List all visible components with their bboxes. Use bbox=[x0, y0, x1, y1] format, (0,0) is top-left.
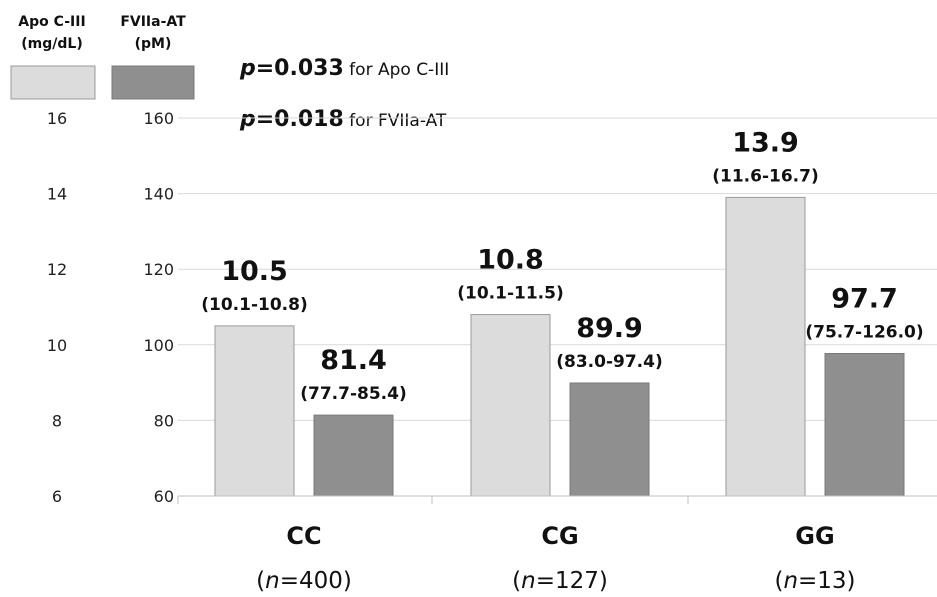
left-axis-title-line2: (mg/dL) bbox=[21, 36, 82, 52]
right-axis-tick-label: 80 bbox=[154, 411, 174, 430]
legend-swatch-apo-c-iii bbox=[10, 65, 96, 100]
n-label-value: =127) bbox=[536, 568, 608, 594]
bar-fviia-at bbox=[313, 414, 394, 497]
right-axis-tick-label: 160 bbox=[143, 109, 174, 128]
bar-ci-label: (77.7-85.4) bbox=[300, 384, 406, 404]
bar-value-label: 10.8 bbox=[477, 245, 544, 276]
category-n-label: (n=127) bbox=[512, 568, 608, 594]
n-label-open: ( bbox=[256, 568, 265, 594]
p-value-apo-value: =0.033 bbox=[256, 56, 344, 81]
left-axis-title-line1: Apo C-III bbox=[18, 14, 85, 30]
bar-ci-label: (10.1-10.8) bbox=[201, 295, 307, 315]
right-axis-title-line1: FVIIa-AT bbox=[120, 14, 186, 30]
bars bbox=[214, 196, 905, 497]
left-axis-tick-label: 16 bbox=[47, 109, 67, 128]
category-label: CC bbox=[286, 522, 321, 550]
bar-value-label: 13.9 bbox=[732, 127, 799, 158]
bar-labels: (10.1-10.8) 10.5 (77.7-85.4) 81.4 (10.1-11.5… bbox=[201, 127, 923, 404]
category-n-label: (n=13) bbox=[774, 568, 855, 594]
right-axis-tick-label: 100 bbox=[143, 336, 174, 355]
bar-ci-label: (10.1-11.5) bbox=[457, 284, 563, 304]
n-label-n: n bbox=[265, 568, 280, 594]
bar-fviia-at bbox=[569, 382, 650, 497]
x-axis: CC(n=400)CG(n=127)GG(n=13) bbox=[177, 495, 937, 594]
bar-ci-label: (11.6-16.7) bbox=[712, 166, 818, 186]
p-value-apo-text: for Apo C-III bbox=[344, 60, 449, 80]
left-axis-tick-label: 6 bbox=[52, 487, 62, 506]
right-axis-ticks: 160 140 120 100 80 60 bbox=[143, 109, 174, 506]
bar-apo-c-iii bbox=[470, 314, 551, 497]
legend-swatch-fviia-at bbox=[111, 65, 195, 100]
n-label-n: n bbox=[521, 568, 536, 594]
left-axis-tick-label: 12 bbox=[47, 260, 67, 279]
right-axis-tick-label: 120 bbox=[143, 260, 174, 279]
p-value-fviia-value: =0.018 bbox=[256, 107, 344, 132]
right-axis-tick-label: 60 bbox=[154, 487, 174, 506]
bar-fviia-at bbox=[824, 352, 905, 497]
p-value-fviia-text: for FVIIa-AT bbox=[344, 111, 447, 131]
right-axis-title-line2: (pM) bbox=[135, 36, 172, 52]
n-label-open: ( bbox=[512, 568, 521, 594]
left-axis-tick-label: 10 bbox=[47, 336, 67, 355]
p-value-annotation-fviia: p=0.018 for FVIIa-AT bbox=[239, 107, 447, 132]
n-label-value: =13) bbox=[798, 568, 856, 594]
bar-value-label: 97.7 bbox=[831, 283, 898, 314]
gridlines bbox=[178, 117, 937, 421]
category-n-label: (n=400) bbox=[256, 568, 352, 594]
right-axis-tick-label: 140 bbox=[143, 185, 174, 204]
n-label-open: ( bbox=[774, 568, 783, 594]
bar-value-label: 81.4 bbox=[320, 345, 387, 376]
bar-apo-c-iii bbox=[725, 196, 806, 497]
p-value-apo-p: p bbox=[239, 56, 256, 81]
p-value-annotation-apo: p=0.033 for Apo C-III bbox=[239, 56, 449, 81]
bar-apo-c-iii bbox=[214, 325, 295, 497]
bar-ci-label: (75.7-126.0) bbox=[805, 322, 923, 342]
category-label: GG bbox=[795, 522, 834, 550]
bar-ci-label: (83.0-97.4) bbox=[556, 352, 662, 372]
category-label: CG bbox=[541, 522, 578, 550]
bar-value-label: 89.9 bbox=[576, 313, 643, 344]
n-label-n: n bbox=[783, 568, 798, 594]
left-axis-ticks: 16 14 12 10 8 6 bbox=[47, 109, 67, 506]
left-axis-tick-label: 14 bbox=[47, 185, 67, 204]
left-axis-tick-label: 8 bbox=[52, 411, 62, 430]
p-value-fviia-p: p bbox=[239, 107, 256, 132]
bar-value-label: 10.5 bbox=[221, 256, 288, 287]
n-label-value: =400) bbox=[280, 568, 352, 594]
